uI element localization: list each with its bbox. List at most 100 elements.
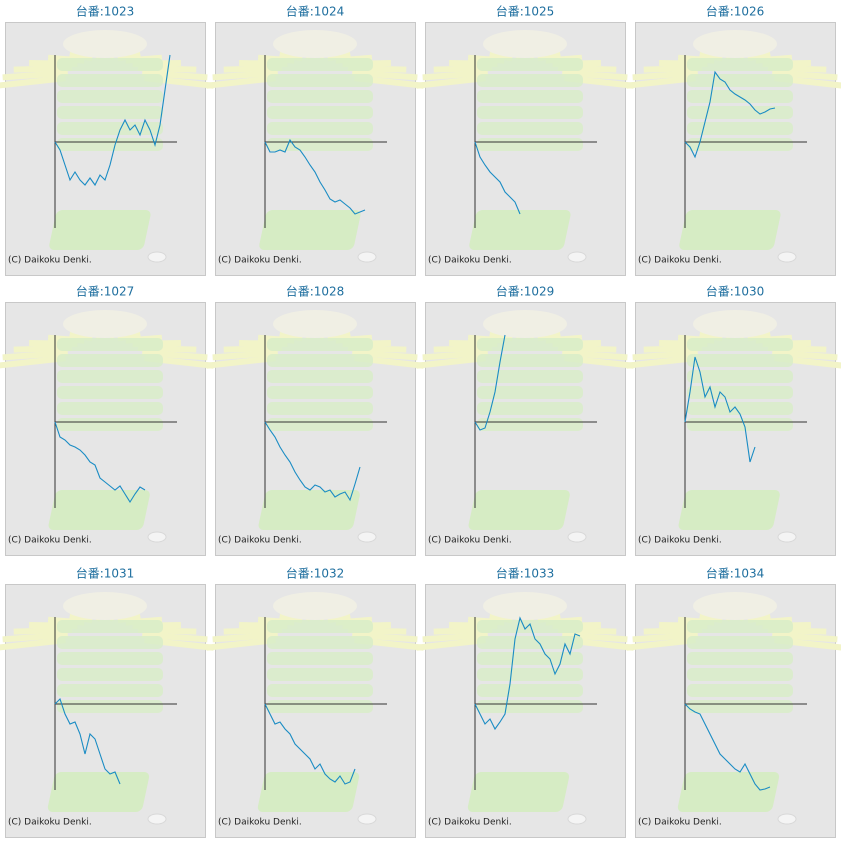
chart-panel: 台番:1030 (C) Daikoku Denki. [626,284,841,556]
data-line [264,421,361,502]
chart-panel: 台番:1028 (C) Daikoku Denki. [206,284,424,556]
chart-panel: 台番:1026 (C) Daikoku Denki. [626,4,841,276]
decor-ray [772,69,838,81]
decor-tier [267,106,373,119]
decor-tier [687,354,793,367]
decor-tier [687,620,793,633]
decor-ray [352,69,418,81]
decor-ray [626,637,696,651]
decor-tier [687,122,793,135]
decor-tier [477,90,583,103]
decor-ray [117,51,141,62]
decor-ray [117,331,141,342]
decor-tier [267,386,373,399]
credit: (C) Daikoku Denki. [8,818,92,828]
decor-tier [477,652,583,665]
decor-ray [2,69,68,81]
decor-tier [477,74,583,87]
decor-coin [777,251,797,263]
decor-ray [489,331,513,342]
chart-title: 台番:1028 [286,284,345,299]
decor-tier [57,620,163,633]
decor-tier [57,402,163,415]
decor-tier [477,138,583,151]
decor-tier [57,636,163,649]
decor-ray [632,69,698,81]
decor-top [273,592,357,620]
decor-top [63,592,147,620]
chart-panel: 台番:1025 (C) Daikoku Denki. [416,4,634,276]
decor-coin [147,251,167,263]
decor-ray [416,75,486,89]
decor-tier [477,636,583,649]
decor-tray [679,210,781,250]
decor-ray [206,75,276,89]
decor-tier [687,106,793,119]
decor-top [483,30,567,58]
decor-ray [279,331,303,342]
credit: (C) Daikoku Denki. [428,256,512,266]
decor-ray [327,331,351,342]
decor-tray [259,210,361,250]
decor-tier [687,684,793,697]
decor-coin [357,531,377,543]
decor-top [693,592,777,620]
decor-ray [489,51,513,62]
decor-tier [267,652,373,665]
credit: (C) Daikoku Denki. [428,818,512,828]
decor-ray [537,331,561,342]
decor-coin [777,531,797,543]
decor-tier [267,668,373,681]
decor-tray [467,772,570,812]
decor-ray [416,355,486,369]
decor-tier [477,418,583,431]
decor-tier [477,106,583,119]
decor-coin [567,813,587,825]
decor-tier [477,370,583,383]
decor-tier [687,700,793,713]
decor-tier [477,620,583,633]
chart-panel: 台番:1027 (C) Daikoku Denki. [0,284,214,556]
decor-tier [477,122,583,135]
decor-tier [57,354,163,367]
chart-title: 台番:1026 [706,4,765,19]
decor-tier [477,354,583,367]
decor-tier [477,684,583,697]
decor-tray [677,772,780,812]
decor-ray [632,349,698,361]
decor-tier [267,402,373,415]
credit: (C) Daikoku Denki. [218,536,302,546]
decor-coin [567,251,587,263]
data-line [264,703,356,785]
decor-tier [267,138,373,151]
chart-title: 台番:1031 [76,566,135,581]
decor-tier [267,370,373,383]
decor-tray [468,490,570,530]
data-line [474,334,506,431]
chart-title: 台番:1034 [706,566,765,581]
chart-panel: 台番:1029 (C) Daikoku Denki. [416,284,634,556]
decor-tier [57,138,163,151]
decor-ray [0,637,66,651]
decor-ray [699,613,723,624]
decor-tray [49,210,151,250]
decor-ray [747,51,771,62]
decor-tray [47,772,150,812]
decor-tier [267,418,373,431]
decor-ray [327,51,351,62]
decor-tier [477,58,583,71]
decor-top [693,310,777,338]
decor-ray [117,613,141,624]
decor-ray [2,631,68,643]
decor-ray [747,613,771,624]
decor-ray [562,69,628,81]
decor-ray [747,331,771,342]
credit: (C) Daikoku Denki. [638,256,722,266]
decor-ray [562,349,628,361]
decor-ray [0,75,66,89]
decor-top [273,30,357,58]
decor-ray [69,331,93,342]
decor-tier [267,684,373,697]
decor-tier [477,386,583,399]
decor-ray [422,631,488,643]
